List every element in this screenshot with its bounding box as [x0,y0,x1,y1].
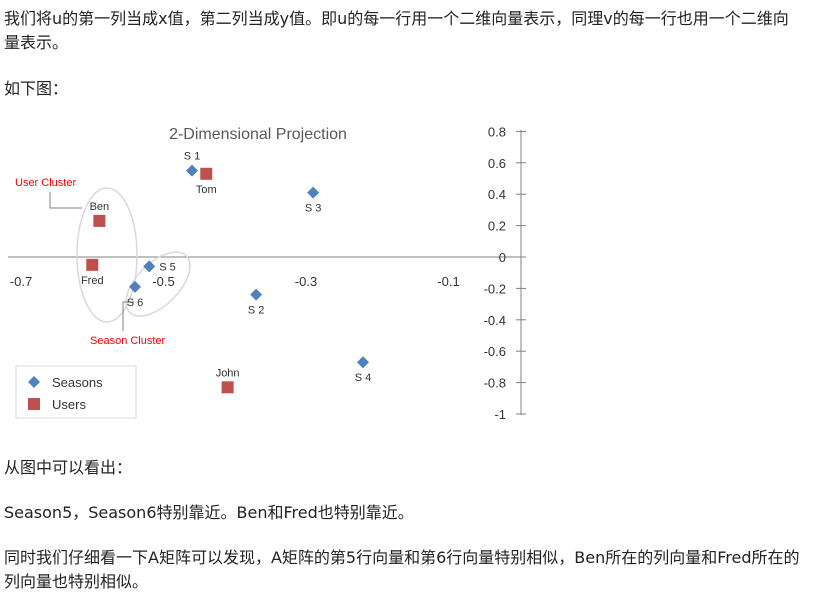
season-point-s4 [357,356,369,369]
user-point-john [221,381,234,394]
x-tick-label: -0.3 [295,274,317,289]
season-cluster-ellipse [125,251,191,317]
season-cluster-label: Season Cluster [90,335,166,347]
point-label-john: John [216,367,240,379]
paragraph-intro: 我们将u的第一列当成x值，第二列当成y值。即u的每一行用一个二维向量表示，同理v… [4,9,789,52]
point-label-s3: S 3 [305,203,322,215]
season-point-s5 [143,260,156,273]
paragraph-figure-lead: 如下图： [4,79,69,98]
projection-figure: 2-Dimensional Projection 0.8 0.6 0.4 0.2 0 -0… [0,112,540,432]
point-label-s6: S 6 [127,297,144,309]
paragraph-observation-lead: 从图中可以看出： [4,458,133,477]
y-tick-label: 0.6 [488,156,506,171]
y-tick-label: 0.4 [488,187,506,202]
legend-square-icon [28,398,40,410]
y-tick-label: 0.8 [488,124,506,139]
season-point-s2 [250,288,263,301]
legend-users-label: Users [52,397,86,412]
y-tick-label: -0.2 [484,281,506,296]
y-tick-label: -0.6 [484,344,506,359]
point-label-fred: Fred [81,275,104,287]
point-label-ben: Ben [90,201,110,213]
x-tick-label: -0.5 [152,274,174,289]
season-point-s6 [129,280,141,293]
season-point-s3 [307,186,320,199]
scatter-chart: 2-Dimensional Projection 0.8 0.6 0.4 0.2 0 -0… [8,124,526,422]
point-label-s1: S 1 [184,151,201,163]
paragraph-observation: Season5，Season6特别靠近。Ben和Fred也特别靠近。 [4,503,414,522]
user-cluster-label: User Cluster [15,177,76,189]
legend-diamond-icon [28,376,40,388]
point-label-s2: S 2 [248,305,265,317]
user-point-ben [93,214,106,227]
user-point-fred [86,258,99,271]
chart-legend: Seasons Users [15,365,137,419]
y-tick-label: -1 [494,407,506,422]
x-tick-group: -0.7 -0.5 -0.3 -0.1 [10,274,460,289]
chart-title: 2-Dimensional Projection [169,126,347,143]
y-tick-label: -0.4 [484,313,506,328]
point-label-s4: S 4 [355,372,372,384]
y-tick-label: 0 [499,250,506,265]
point-label-s5: S 5 [159,261,176,273]
legend-seasons-label: Seasons [52,375,103,390]
x-tick-label: -0.1 [437,274,459,289]
point-label-tom: Tom [196,184,217,196]
point-group: S 1 S 2 S 3 S 4 S 5 S 6 Tom Ben Fred John [81,151,371,394]
y-tick-label: -0.8 [484,376,506,391]
user-cluster-leader-line [49,192,82,209]
y-tick-label: 0.2 [488,219,506,234]
user-cluster-ellipse [76,187,138,323]
season-point-s1 [186,164,198,177]
paragraph-conclusion: 同时我们仔细看一下A矩阵可以发现，A矩阵的第5行向量和第6行向量特别相似，Ben… [4,548,800,591]
user-point-tom [200,167,213,180]
y-tick-group: 0.8 0.6 0.4 0.2 0 -0.2 -0.4 -0.6 -0.8 -1 [484,124,526,422]
x-tick-label: -0.7 [10,274,32,289]
season-cluster-leader-line [122,301,134,331]
